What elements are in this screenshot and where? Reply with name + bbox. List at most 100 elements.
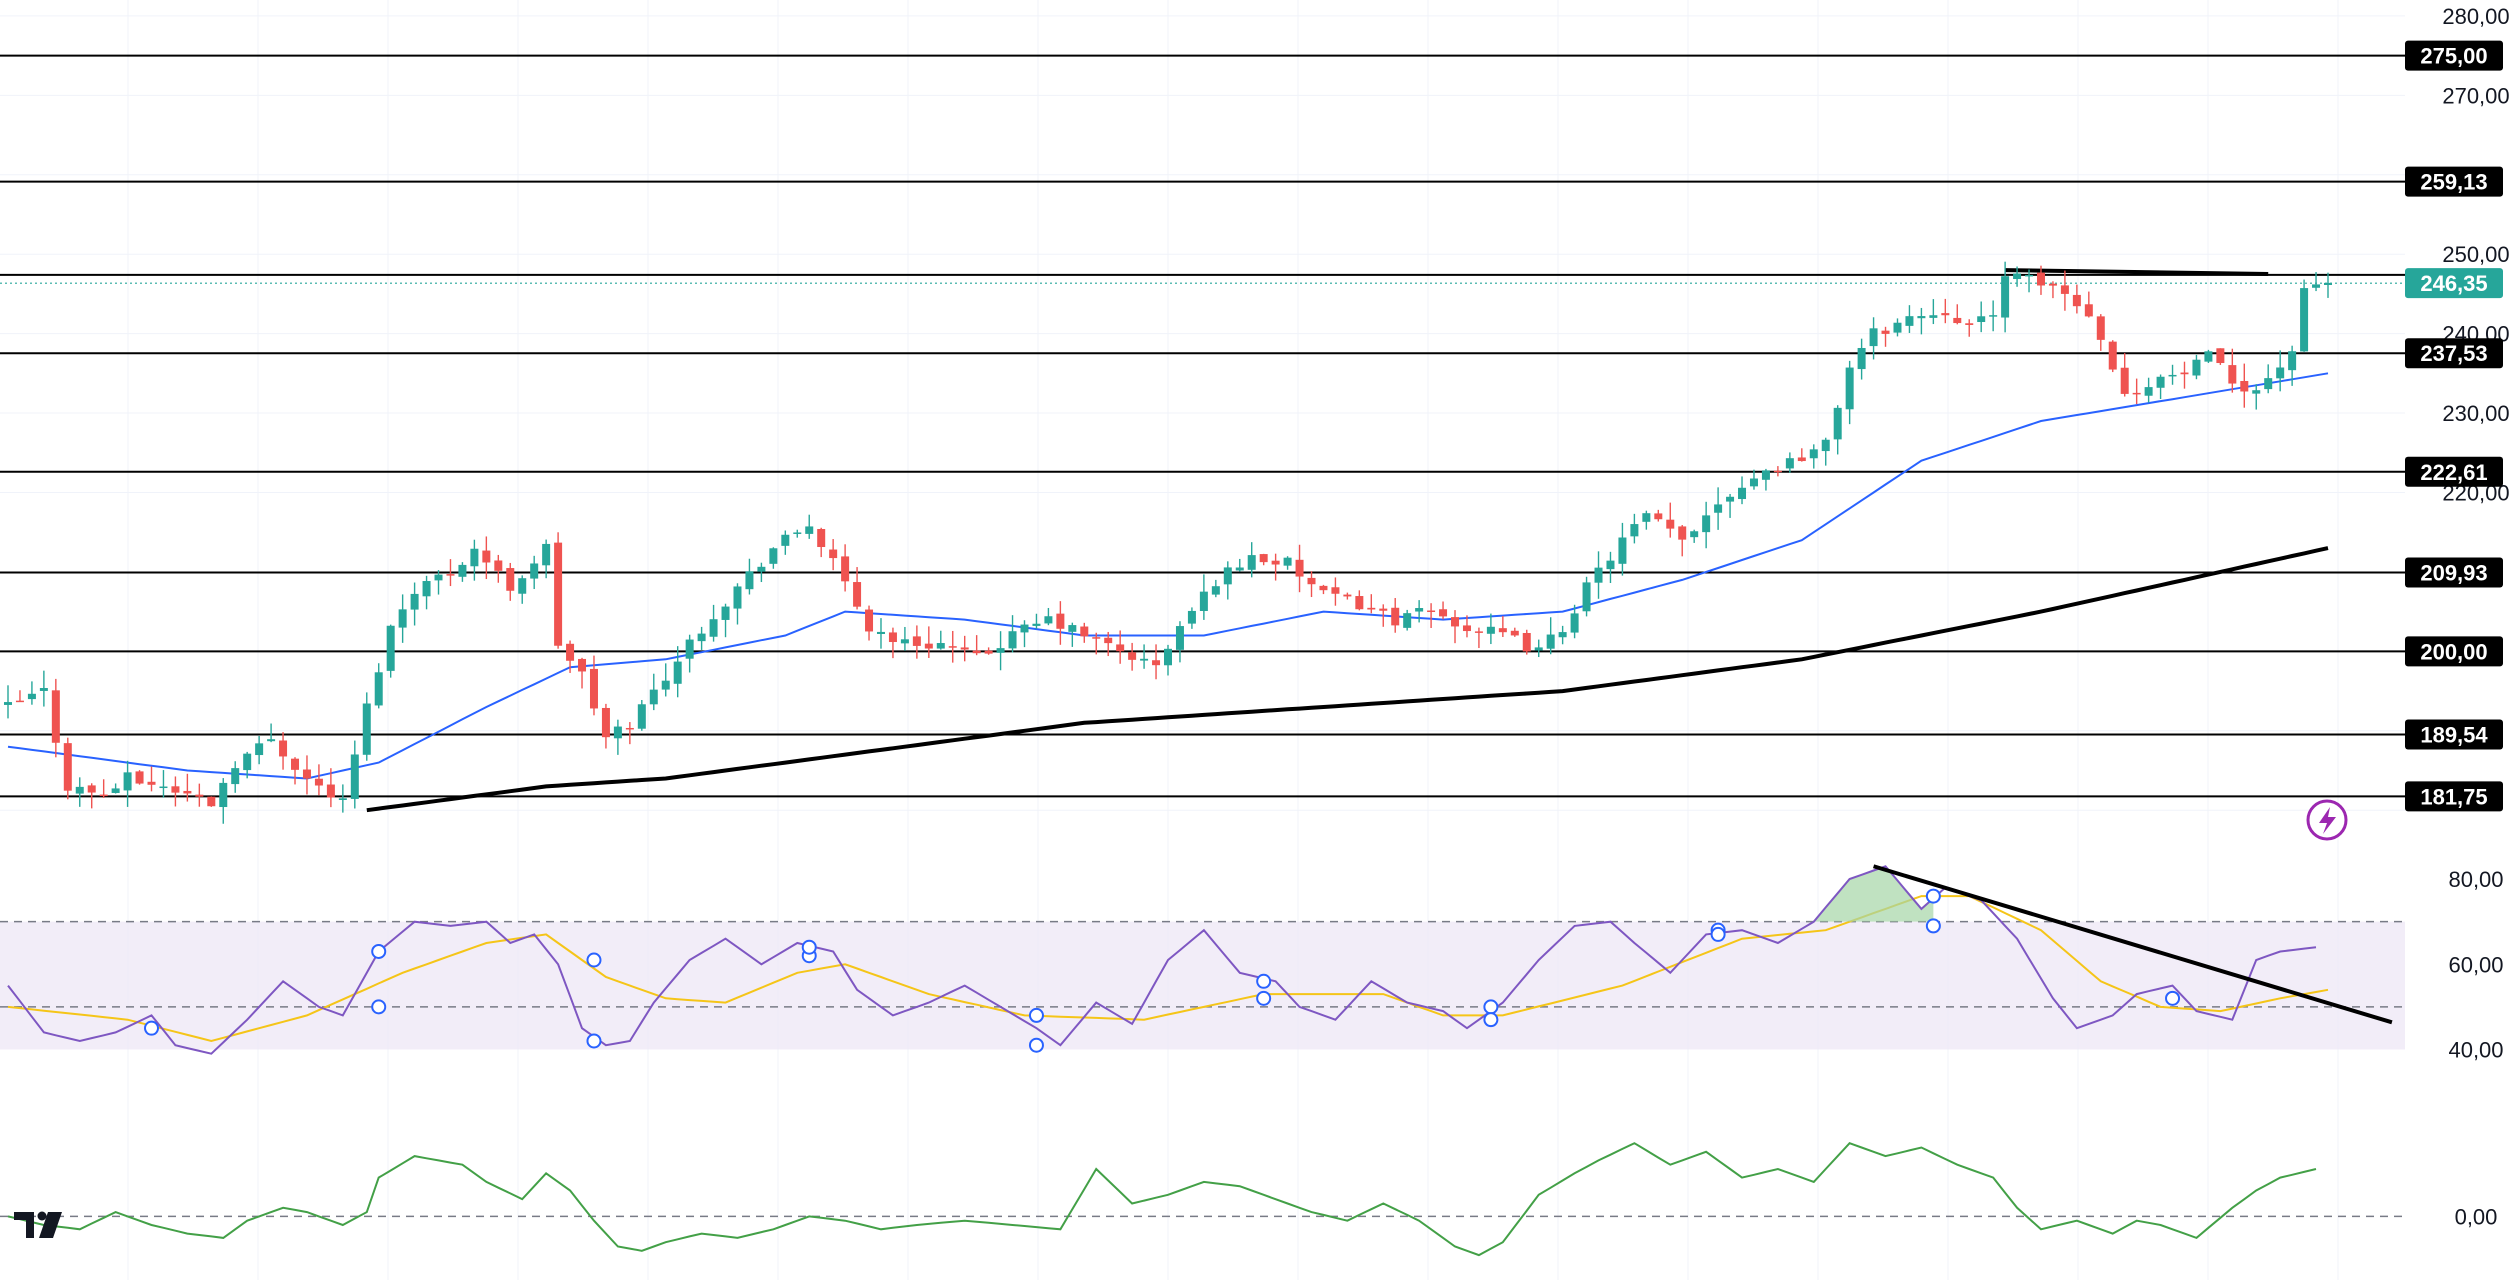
- candle: [685, 634, 694, 673]
- candle: [1797, 448, 1806, 462]
- candle-body: [1439, 609, 1448, 617]
- candle-body: [1104, 637, 1113, 644]
- candle: [1343, 592, 1352, 600]
- level-badge-label: 275,00: [2420, 44, 2487, 69]
- candle: [601, 703, 610, 749]
- candle: [2108, 340, 2117, 373]
- candle: [1164, 644, 1172, 676]
- candle: [888, 627, 897, 659]
- level-badge-label: 200,00: [2420, 639, 2487, 664]
- candle-body: [207, 796, 216, 807]
- candle-body: [984, 650, 993, 654]
- candle-body: [709, 619, 718, 637]
- level-badge-box: [2405, 456, 2503, 487]
- candle-body: [350, 754, 359, 799]
- candle: [1116, 630, 1125, 664]
- candle: [291, 757, 300, 785]
- tradingview-logo-icon[interactable]: [14, 1211, 62, 1239]
- candle-body: [219, 782, 228, 808]
- candle: [171, 776, 180, 807]
- candle-body: [386, 625, 395, 671]
- candle: [1044, 607, 1053, 626]
- candle-body: [1522, 632, 1531, 652]
- candle-body: [1044, 616, 1053, 624]
- candle: [1630, 513, 1639, 544]
- candle-body: [171, 786, 180, 793]
- candle-body: [123, 772, 132, 791]
- candle: [1833, 405, 1842, 455]
- candle-body: [1462, 625, 1471, 632]
- candle: [817, 527, 826, 558]
- candle: [1199, 574, 1208, 620]
- candle: [123, 760, 132, 807]
- candle-body: [1558, 632, 1567, 638]
- candle-body: [1403, 613, 1412, 628]
- candle: [231, 761, 240, 793]
- candle-body: [601, 707, 610, 738]
- last-price-badge: 246,35: [2405, 268, 2503, 299]
- rsi-overbought-fill: [1801, 866, 1934, 922]
- candle: [2264, 364, 2273, 394]
- candle: [2001, 261, 2010, 333]
- candle: [1259, 553, 1268, 566]
- candle-body: [793, 532, 802, 534]
- candle-body: [1164, 648, 1172, 666]
- candle-body: [697, 633, 706, 642]
- candle-body: [1319, 585, 1328, 591]
- rsi-divergence-marker: [144, 1020, 160, 1036]
- candle: [733, 583, 742, 625]
- candle-body: [2204, 351, 2213, 362]
- candle-body: [1606, 560, 1615, 570]
- candle-body: [948, 646, 957, 648]
- candle: [1702, 501, 1711, 549]
- candle-body: [1056, 613, 1065, 629]
- candle-body: [542, 543, 551, 566]
- candle-body: [374, 672, 383, 706]
- candle: [1989, 300, 1998, 332]
- candle-body: [255, 743, 264, 756]
- candle-body: [410, 593, 419, 610]
- lightning-replay-icon[interactable]: [2306, 799, 2348, 841]
- price-axis[interactable]: 280,00270,00250,00240,00230,00220,0080,0…: [2442, 4, 2509, 1229]
- candle: [853, 567, 862, 610]
- last-price-badge-label: 246,35: [2420, 271, 2487, 296]
- candle-body: [1211, 586, 1220, 595]
- candle-body: [159, 786, 168, 789]
- candle-body: [1427, 610, 1436, 613]
- candle: [1953, 304, 1962, 325]
- candle: [1211, 579, 1220, 598]
- oscillator-tick-label: 0,00: [2455, 1204, 2498, 1229]
- candle: [1032, 613, 1041, 629]
- level-badge-box: [2405, 781, 2503, 812]
- candle: [410, 582, 419, 626]
- level-badge-label: 259,13: [2420, 170, 2487, 195]
- candle-body: [876, 631, 885, 634]
- candle-body: [1630, 524, 1639, 537]
- oscillator-indicator: [7, 864, 2393, 1257]
- candle: [482, 536, 491, 580]
- candle-body: [530, 563, 539, 579]
- candle: [1008, 615, 1017, 653]
- candle: [1510, 627, 1519, 637]
- candle-body: [1929, 315, 1938, 318]
- candle: [494, 554, 503, 583]
- candle-body: [613, 726, 622, 739]
- candle-body: [458, 564, 467, 577]
- candle: [1893, 318, 1902, 337]
- candle-body: [1821, 439, 1830, 452]
- candle: [2192, 354, 2201, 380]
- candle: [745, 558, 754, 595]
- candle: [75, 777, 84, 807]
- candle: [1714, 487, 1723, 530]
- rsi-divergence-marker: [1483, 1012, 1499, 1028]
- candle-body: [338, 798, 347, 800]
- candle-body: [1379, 608, 1388, 611]
- candle: [1092, 632, 1101, 655]
- horizontal-levels[interactable]: [0, 54, 2405, 798]
- candle-body: [1128, 652, 1137, 660]
- candle: [960, 635, 969, 662]
- candle: [1761, 468, 1770, 491]
- rsi-divergence-marker: [371, 943, 387, 959]
